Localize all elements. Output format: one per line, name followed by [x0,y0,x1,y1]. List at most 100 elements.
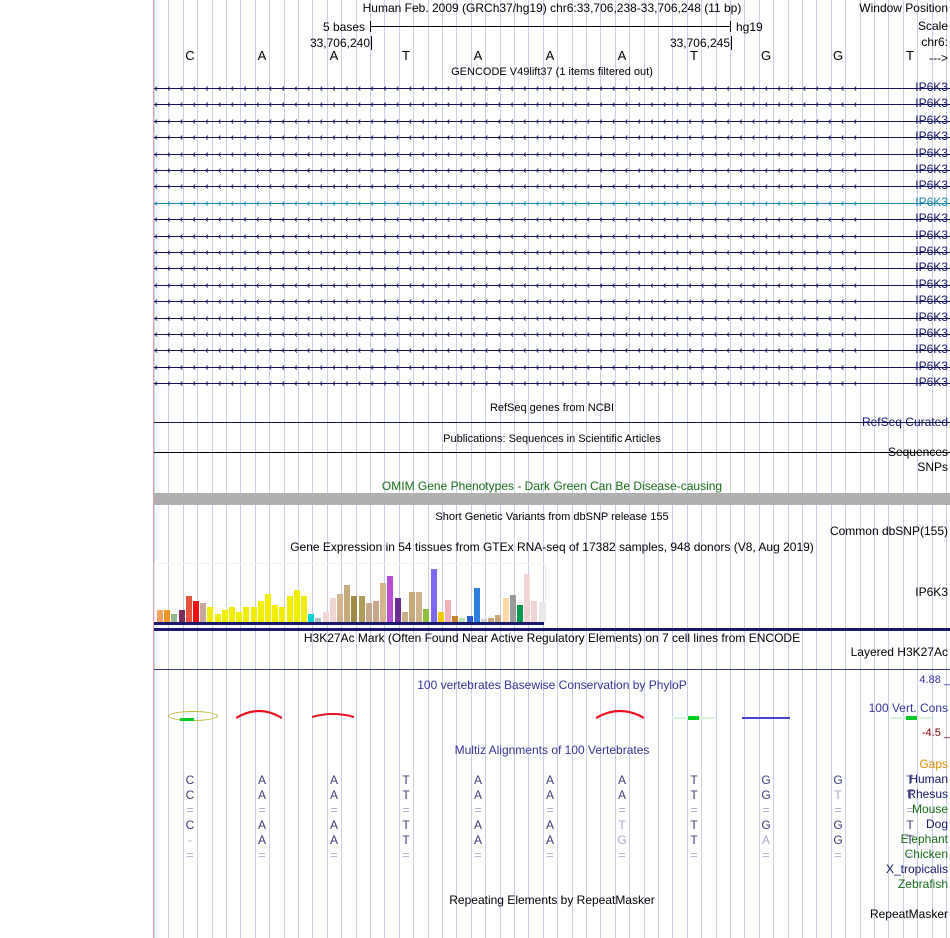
gtex-tissue-bar[interactable] [294,590,300,622]
species-label[interactable]: Dog [925,817,948,831]
gtex-tissue-bar[interactable] [395,598,401,622]
gene-track-row[interactable]: ← ← ← ← ← ← ← ← ← ← ← ← ← ← ← ← ← ← ← ← … [154,342,950,359]
gene-row-label[interactable]: IP6K3 [915,326,948,340]
snps-label[interactable]: SNPs [917,460,948,474]
gtex-tissue-bar[interactable] [222,610,228,622]
gene-row-label[interactable]: IP6K3 [915,260,948,274]
gene-row-label[interactable]: IP6K3 [915,293,948,307]
species-label[interactable]: X_tropicalis [885,862,948,876]
gtex-tissue-bar[interactable] [251,607,257,622]
gtex-tissue-bar[interactable] [344,585,350,622]
conservation-plot[interactable] [154,672,950,732]
gtex-tissue-bar[interactable] [236,612,242,622]
gtex-tissue-bar[interactable] [351,596,357,622]
alignment-row[interactable]: = = = = = = = = = = = [154,803,950,818]
gene-track-row[interactable]: ← ← ← ← ← ← ← ← ← ← ← ← ← ← ← ← ← ← ← ← … [154,260,950,277]
layered-h3k27ac-label[interactable]: Layered H3K27Ac [850,645,948,659]
gtex-tissue-bar[interactable] [488,618,494,622]
gtex-tissue-bar[interactable] [171,614,177,622]
species-label[interactable]: Human [909,772,948,786]
gtex-tissue-bar[interactable] [503,598,509,622]
gene-row-label[interactable]: IP6K3 [915,146,948,160]
gtex-tissue-bar[interactable] [359,596,365,622]
gtex-tissue-bar[interactable] [409,592,415,622]
gene-track-row[interactable]: ← ← ← ← ← ← ← ← ← ← ← ← ← ← ← ← ← ← ← ← … [154,211,950,228]
gtex-tissue-bar[interactable] [474,588,480,622]
gene-track-row[interactable]: ← ← ← ← ← ← ← ← ← ← ← ← ← ← ← ← ← ← ← ← … [154,113,950,130]
alignment-row[interactable] [154,758,950,773]
gtex-gene-label[interactable]: IP6K3 [915,585,948,599]
gtex-tissue-bar[interactable] [380,583,386,622]
gene-track-row[interactable]: ← ← ← ← ← ← ← ← ← ← ← ← ← ← ← ← ← ← ← ← … [154,277,950,294]
gene-track-row[interactable]: ← ← ← ← ← ← ← ← ← ← ← ← ← ← ← ← ← ← ← ← … [154,80,950,97]
alignment-row[interactable]: = = = = = = = = = = = [154,848,950,863]
gtex-tissue-bar[interactable] [330,598,336,622]
gene-row-label[interactable]: IP6K3 [915,359,948,373]
gtex-tissue-bar[interactable] [272,605,278,622]
gtex-tissue-bar[interactable] [387,576,393,622]
gene-track-row[interactable]: ← ← ← ← ← ← ← ← ← ← ← ← ← ← ← ← ← ← ← ← … [154,228,950,245]
gene-row-label[interactable]: IP6K3 [915,375,948,389]
gene-track-row[interactable]: ← ← ← ← ← ← ← ← ← ← ← ← ← ← ← ← ← ← ← ← … [154,359,950,376]
gtex-tissue-bar[interactable] [373,601,379,622]
gtex-tissue-bar[interactable] [164,610,170,622]
gtex-tissue-bar[interactable] [323,612,329,622]
gtex-tissue-bar[interactable] [207,607,213,622]
gene-row-label[interactable]: IP6K3 [915,178,948,192]
gtex-tissue-bar[interactable] [315,618,321,622]
gtex-tissue-bar[interactable] [423,609,429,622]
gtex-tissue-bar[interactable] [459,618,465,622]
gtex-tissue-bar[interactable] [366,603,372,622]
gtex-tissue-bar[interactable] [186,596,192,622]
gtex-tissue-bar[interactable] [495,615,501,622]
gtex-tissue-bar[interactable] [416,592,422,622]
species-label[interactable]: Elephant [900,832,948,846]
gene-track-row[interactable]: ← ← ← ← ← ← ← ← ← ← ← ← ← ← ← ← ← ← ← ← … [154,195,950,212]
gtex-tissue-bar[interactable] [539,602,545,622]
omim-gene-bar[interactable] [154,493,950,505]
gtex-tissue-bar[interactable] [279,607,285,622]
gtex-tissue-bar[interactable] [265,594,271,622]
species-label[interactable]: Chicken [904,847,948,861]
gene-row-label[interactable]: IP6K3 [915,96,948,110]
gene-row-label[interactable]: IP6K3 [915,80,948,94]
gene-row-label[interactable]: IP6K3 [915,228,948,242]
gtex-tissue-bar[interactable] [215,614,221,622]
gtex-tissue-bar[interactable] [524,574,530,622]
gtex-tissue-bar[interactable] [308,614,314,622]
gtex-tissue-bar[interactable] [287,596,293,622]
alignment-row[interactable] [154,863,950,878]
gene-track-row[interactable]: ← ← ← ← ← ← ← ← ← ← ← ← ← ← ← ← ← ← ← ← … [154,96,950,113]
gtex-tissue-bar[interactable] [193,601,199,622]
gene-row-label[interactable]: IP6K3 [915,113,948,127]
gtex-tissue-bar[interactable] [301,596,307,622]
gtex-tissue-bar[interactable] [452,616,458,622]
gtex-tissue-bar[interactable] [229,607,235,622]
gtex-tissue-bar[interactable] [531,601,537,622]
gtex-tissue-bar[interactable] [431,569,437,622]
species-label[interactable]: Mouse [911,802,948,816]
gene-track-row[interactable]: ← ← ← ← ← ← ← ← ← ← ← ← ← ← ← ← ← ← ← ← … [154,146,950,163]
gene-track-row[interactable]: ← ← ← ← ← ← ← ← ← ← ← ← ← ← ← ← ← ← ← ← … [154,178,950,195]
species-label[interactable]: Rhesus [907,787,948,801]
gtex-tissue-bar[interactable] [200,603,206,622]
gene-row-label[interactable]: IP6K3 [915,277,948,291]
conservation-label[interactable]: 100 Vert. Cons [868,701,948,715]
gtex-tissue-bar[interactable] [243,607,249,622]
gene-row-label[interactable]: IP6K3 [915,129,948,143]
gtex-tissue-bar[interactable] [445,600,451,622]
gene-track-row[interactable]: ← ← ← ← ← ← ← ← ← ← ← ← ← ← ← ← ← ← ← ← … [154,129,950,146]
gene-track-row[interactable]: ← ← ← ← ← ← ← ← ← ← ← ← ← ← ← ← ← ← ← ← … [154,310,950,327]
species-label[interactable]: Zebrafish [897,877,948,891]
gene-track-row[interactable]: ← ← ← ← ← ← ← ← ← ← ← ← ← ← ← ← ← ← ← ← … [154,293,950,310]
gtex-tissue-bar[interactable] [258,601,264,622]
gene-track-row[interactable]: ← ← ← ← ← ← ← ← ← ← ← ← ← ← ← ← ← ← ← ← … [154,326,950,343]
gene-row-label[interactable]: IP6K3 [915,244,948,258]
repeatmasker-label[interactable]: RepeatMasker [869,907,948,921]
gene-track-row[interactable]: ← ← ← ← ← ← ← ← ← ← ← ← ← ← ← ← ← ← ← ← … [154,375,950,392]
gtex-expression-chart[interactable] [154,563,546,624]
